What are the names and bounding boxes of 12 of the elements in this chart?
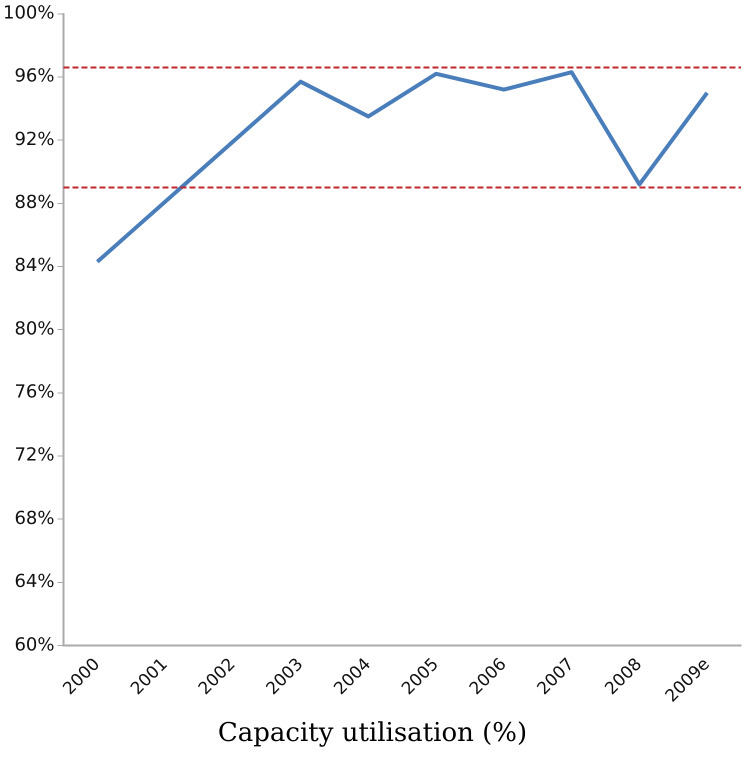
y-tick-label: 84% [14, 255, 54, 276]
y-tick-label: 96% [14, 66, 54, 87]
y-tick-label: 100% [2, 2, 54, 24]
x-axis-title: Capacity utilisation (%) [216, 718, 528, 748]
y-tick-label: 72% [14, 444, 54, 466]
y-tick-label: 92% [14, 128, 54, 150]
y-tick-label: 64% [14, 571, 54, 592]
y-tick-label: 88% [14, 192, 54, 214]
y-tick-label: 68% [14, 508, 54, 529]
y-tick-label: 60% [14, 634, 54, 656]
y-tick-label: 80% [14, 318, 54, 340]
y-tick-label: 76% [14, 382, 54, 403]
